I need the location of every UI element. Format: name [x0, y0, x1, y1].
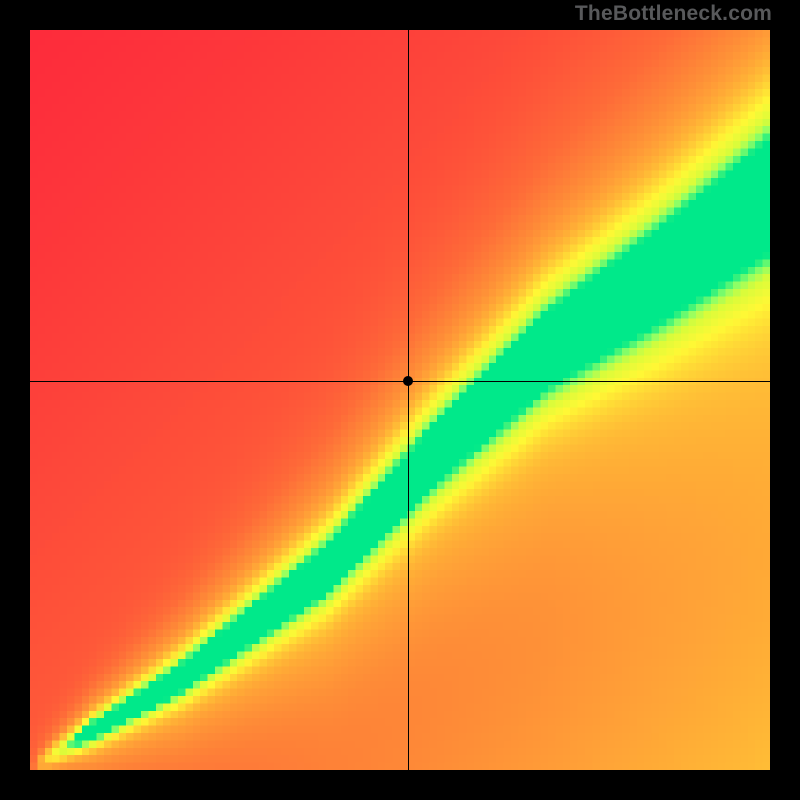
crosshair-horizontal	[30, 381, 770, 382]
crosshair-marker-dot	[403, 376, 413, 386]
heatmap-plot-area	[30, 30, 770, 770]
watermark-text: TheBottleneck.com	[575, 2, 772, 26]
crosshair-vertical	[408, 30, 409, 770]
heatmap-canvas	[30, 30, 770, 770]
